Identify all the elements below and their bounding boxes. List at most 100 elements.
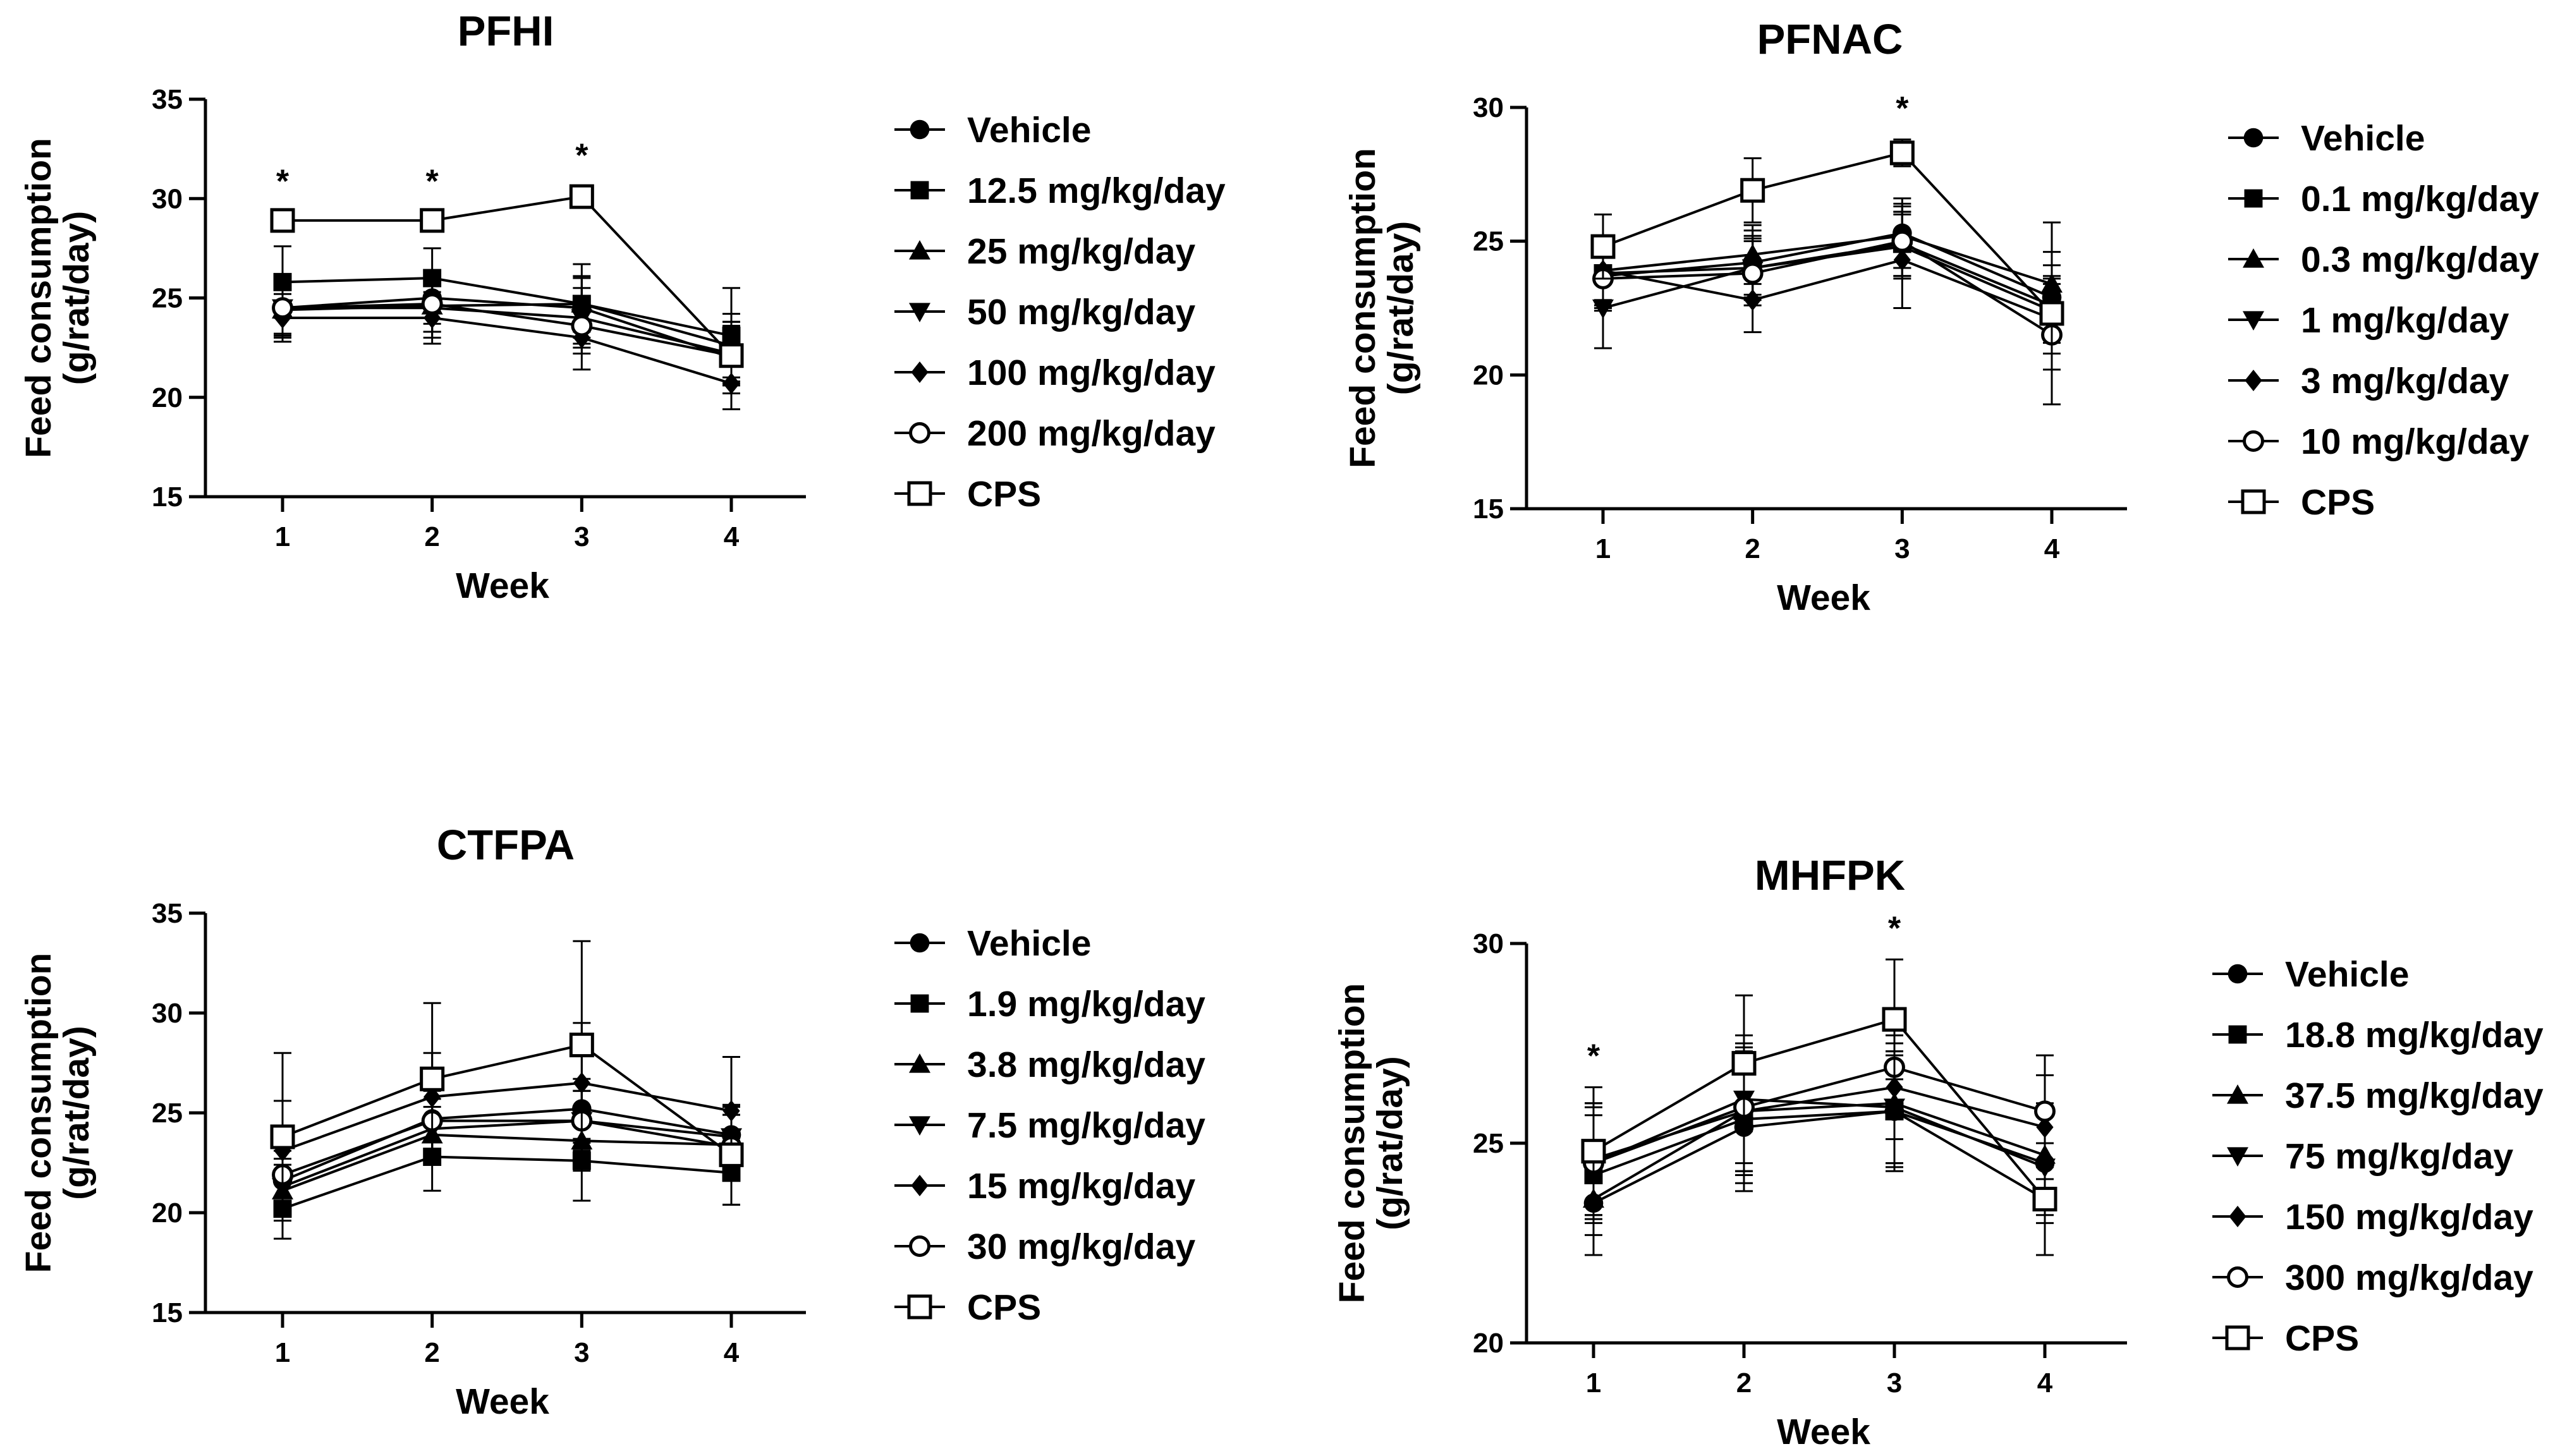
significance-marker: * [1896,90,1909,127]
data-point [719,1142,744,1167]
x-tick-label: 4 [2037,1368,2053,1398]
data-point [2034,1100,2056,1122]
data-point [270,208,295,233]
series-cps [1581,958,2057,1256]
y-tick-label: 20 [1473,360,1504,391]
series-line [282,1119,732,1188]
series-line [283,306,732,355]
legend-marker [907,481,932,506]
legend-marker [2228,964,2248,984]
legend-label: 30 mg/kg/day [967,1227,1195,1267]
y-tick-label: 20 [152,1198,183,1228]
data-point [1590,234,1616,259]
data-point [719,343,744,368]
legend: Vehicle 0.1 mg/kg/day 0.3 mg/kg/day 1 mg/kg… [2228,118,2539,523]
x-tick-label: 4 [2044,533,2060,564]
chart-title: PFHI [458,8,554,55]
legend-item-vehicle: Vehicle [2228,118,2425,159]
y-tick-label: 35 [152,898,183,929]
series-line [1592,1101,2045,1201]
data-point [1891,230,1913,252]
chart-panel-mhfpk: MHFPK 20 25 30 1 2 3 4 Week Feed consumption(g/ra… [1332,852,2544,1452]
x-tick-label: 1 [275,1337,290,1368]
data-point [571,315,593,337]
series-cps [270,940,744,1222]
legend-item-0-1-mg-kg-day: 0.1 mg/kg/day [2228,179,2539,219]
x-tick-label: 1 [275,521,290,552]
legend-label: 25 mg/kg/day [967,231,1195,272]
legend-item-12-5-mg-kg-day: 12.5 mg/kg/day [894,171,1226,211]
legend-item-vehicle: Vehicle [894,923,1091,964]
series-75-mg-kg-day [1583,1034,2056,1224]
data-point [569,1033,594,1058]
y-tick-label: 30 [1473,92,1504,123]
legend-item-18-8-mg-kg-day: 18.8 mg/kg/day [2212,1015,2544,1055]
y-tick-label: 15 [152,482,183,513]
data-point [1740,178,1765,203]
legend-marker [910,933,930,953]
series-100-mg-kg-day [274,291,740,411]
x-tick-label: 3 [1894,533,1910,564]
legend-item-37-5-mg-kg-day: 37.5 mg/kg/day [2212,1076,2544,1116]
legend-label: 1.9 mg/kg/day [967,984,1205,1024]
legend-label: 37.5 mg/kg/day [2285,1076,2544,1116]
series-line [282,302,732,347]
significance-marker: * [426,163,439,200]
x-axis-title: Week [456,566,549,606]
series-30-mg-kg-day [272,1089,742,1204]
data-point [1741,262,1764,284]
legend-marker [909,1053,930,1073]
legend-item-200-mg-kg-day: 200 mg/kg/day [894,413,1216,454]
series-line [282,1043,733,1156]
data-point [1581,1139,1606,1164]
legend-item-cps: CPS [2228,482,2375,523]
x-tick-label: 1 [1586,1368,1601,1398]
chart-title: PFNAC [1757,16,1903,63]
legend-marker [2243,248,2264,268]
series-50-mg-kg-day [272,277,742,387]
data-point [2039,301,2064,326]
series-line [283,195,733,357]
chart-title: MHFPK [1755,852,1905,899]
legend-item-75-mg-kg-day: 75 mg/kg/day [2212,1136,2513,1177]
y-tick-label: 15 [152,1297,183,1328]
legend-item-cps: CPS [2212,1318,2359,1359]
significance-marker: * [276,163,290,200]
y-tick-label: 30 [152,998,183,1029]
series-line [282,302,732,357]
y-axis-title: Feed consumption [1332,983,1372,1304]
legend-label: CPS [967,474,1041,514]
legend-marker [2243,311,2264,331]
x-tick-label: 2 [1736,1368,1752,1398]
legend-label: 200 mg/kg/day [967,413,1216,454]
legend-item-3-8-mg-kg-day: 3.8 mg/kg/day [894,1045,1205,1085]
legend-label: 3 mg/kg/day [2301,361,2509,401]
y-tick-label: 30 [1473,928,1504,959]
legend-item-150-mg-kg-day: 150 mg/kg/day [2212,1197,2533,1237]
legend-marker [2243,128,2264,148]
legend-label: Vehicle [2301,118,2425,159]
chart-panel-pfhi: PFHI 15 20 25 30 35 1 2 3 4 Week Feed consumption(g… [18,8,1226,606]
legend: Vehicle 1.9 mg/kg/day 3.8 mg/kg/day 7.5 mg/… [894,923,1205,1328]
legend-label: CPS [2285,1318,2359,1359]
series-line [1602,242,2052,307]
y-axis-subtitle: (g/rat/day) [56,1026,97,1200]
legend-label: Vehicle [967,110,1091,150]
legend: Vehicle 12.5 mg/kg/day 25 mg/kg/day 50 mg/k… [894,110,1226,514]
legend-marker [909,1235,930,1257]
legend-label: 50 mg/kg/day [967,292,1195,332]
legend-marker [910,181,929,200]
legend-item-7-5-mg-kg-day: 7.5 mg/kg/day [894,1105,1205,1146]
significance-marker: * [575,137,588,174]
legend-marker [911,1175,929,1196]
legend-item-300-mg-kg-day: 300 mg/kg/day [2212,1258,2533,1298]
data-point [1889,140,1915,166]
legend-item-cps: CPS [894,474,1041,514]
series-line [282,1155,732,1210]
data-point [420,1066,445,1091]
series-0-1-mg-kg-day [1594,210,2061,336]
legend-item-100-mg-kg-day: 100 mg/kg/day [894,353,1216,393]
y-tick-label: 15 [1473,494,1504,525]
data-point [569,184,594,209]
series-line [283,316,732,385]
